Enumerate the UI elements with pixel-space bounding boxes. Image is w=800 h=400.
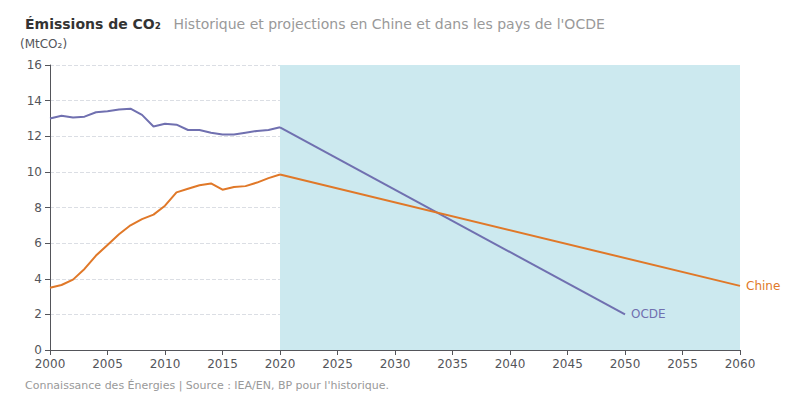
svg-text:14: 14 — [27, 94, 42, 108]
svg-text:2055: 2055 — [667, 357, 698, 371]
svg-text:Connaissance des Énergies | So: Connaissance des Énergies | Source : IEA… — [25, 379, 389, 392]
svg-text:Historique et projections en C: Historique et projections en Chine et da… — [173, 16, 604, 32]
svg-text:4: 4 — [34, 272, 42, 286]
svg-text:2: 2 — [34, 307, 42, 321]
svg-text:2030: 2030 — [380, 357, 411, 371]
svg-text:10: 10 — [27, 165, 42, 179]
svg-text:2000: 2000 — [35, 357, 66, 371]
svg-text:6: 6 — [34, 236, 42, 250]
svg-text:(MtCO₂): (MtCO₂) — [20, 37, 67, 51]
svg-text:16: 16 — [27, 58, 42, 72]
svg-text:2010: 2010 — [150, 357, 181, 371]
svg-text:2005: 2005 — [92, 357, 123, 371]
svg-text:2050: 2050 — [610, 357, 641, 371]
svg-text:12: 12 — [27, 129, 42, 143]
svg-text:2015: 2015 — [207, 357, 238, 371]
svg-text:Chine: Chine — [746, 279, 780, 293]
svg-text:0: 0 — [34, 343, 42, 357]
svg-text:2040: 2040 — [495, 357, 526, 371]
svg-text:2020: 2020 — [265, 357, 296, 371]
svg-text:Émissions de CO₂: Émissions de CO₂ — [25, 16, 161, 32]
svg-text:2025: 2025 — [322, 357, 353, 371]
svg-text:2035: 2035 — [437, 357, 468, 371]
svg-text:8: 8 — [34, 201, 42, 215]
svg-text:OCDE: OCDE — [631, 307, 666, 321]
svg-text:2045: 2045 — [552, 357, 583, 371]
svg-text:2060: 2060 — [725, 357, 756, 371]
